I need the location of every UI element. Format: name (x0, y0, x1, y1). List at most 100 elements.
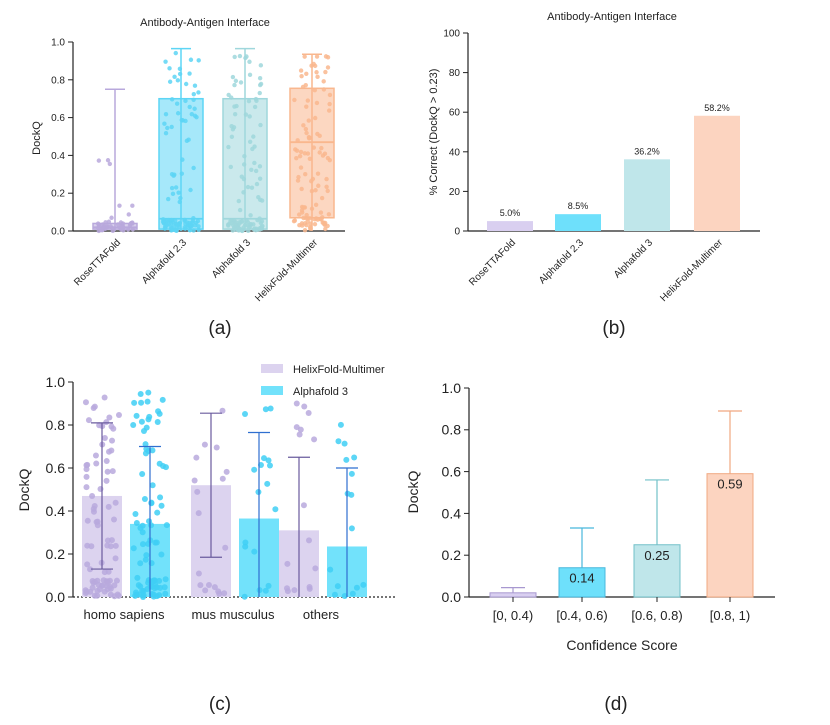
x-tick-label: mus musculus (191, 607, 275, 622)
data-point (297, 153, 303, 159)
box-3 (289, 53, 335, 233)
data-point (197, 582, 204, 589)
data-point (251, 134, 256, 139)
data-point (194, 488, 201, 495)
data-point (179, 171, 185, 176)
data-point (337, 421, 344, 428)
data-point (309, 206, 315, 211)
panel-a-label: (a) (208, 318, 231, 339)
data-point (157, 494, 164, 501)
y-tick-label: 80 (449, 68, 461, 79)
panel-d-xlabel: Confidence Score (566, 637, 678, 653)
data-point (182, 218, 187, 223)
data-point (262, 587, 269, 594)
data-point (188, 187, 193, 193)
data-point (223, 468, 230, 475)
panel-c-label: (c) (209, 694, 231, 715)
panel-a: Antibody-Antigen Interface DockQ (a) 0.0… (31, 17, 345, 339)
data-point (90, 505, 97, 512)
data-point (314, 54, 320, 59)
data-point (242, 539, 249, 546)
panel-a-title: Antibody-Antigen Interface (140, 17, 270, 29)
data-point (236, 198, 242, 204)
data-point (257, 90, 262, 96)
x-tick-label: [0.6, 0.8) (631, 608, 682, 623)
data-point (172, 74, 177, 80)
y-tick-label: 1.0 (46, 374, 66, 390)
data-point (322, 151, 328, 156)
data-point (138, 399, 145, 406)
data-point (319, 195, 325, 201)
data-point (103, 477, 110, 484)
data-point (239, 219, 245, 224)
data-point (184, 138, 190, 144)
data-point (325, 155, 331, 161)
data-point (266, 462, 273, 469)
data-point (304, 212, 309, 218)
data-point (327, 101, 332, 107)
x-tick-label: homo sapiens (84, 607, 165, 622)
data-label: 0.25 (644, 548, 669, 563)
data-point (321, 79, 326, 84)
y-tick-label: 0.8 (46, 417, 66, 433)
data-point (160, 219, 166, 224)
data-point (295, 138, 300, 143)
data-point (166, 196, 171, 202)
data-point (228, 164, 234, 170)
data-point (249, 185, 255, 190)
data-point (299, 73, 304, 79)
data-point (121, 228, 126, 233)
data-point (134, 574, 141, 581)
data-point (153, 593, 160, 600)
data-point (334, 583, 341, 590)
y-tick-label: 0.6 (46, 460, 66, 476)
data-point (192, 83, 198, 88)
data-point (83, 473, 90, 480)
data-point (322, 222, 327, 227)
data-point (232, 218, 237, 223)
data-point (245, 184, 251, 190)
data-point (137, 391, 144, 398)
data-point (188, 57, 194, 62)
data-point (142, 450, 149, 457)
data-point (91, 592, 98, 599)
data-point (154, 419, 161, 426)
data-point (115, 412, 122, 419)
data-point (298, 68, 304, 73)
data-point (304, 130, 309, 136)
data-point (132, 510, 139, 517)
data-point (296, 212, 302, 217)
data-point (174, 101, 180, 106)
data-point (233, 78, 239, 84)
data-point (232, 111, 238, 117)
data-point (321, 87, 327, 92)
y-tick-label: 20 (449, 187, 461, 198)
data-point (149, 447, 156, 454)
data-point (312, 115, 318, 121)
data-point (154, 509, 161, 516)
data-point (219, 475, 226, 482)
panel-c: DockQ (c) 0.0 0.2 0.4 0.6 0.8 1.0 homo sapiens… (16, 364, 395, 715)
data-point (130, 203, 135, 208)
data-point (111, 593, 118, 600)
data-point (130, 227, 136, 232)
data-point (130, 545, 137, 552)
data-point (101, 569, 108, 576)
data-point (254, 181, 260, 187)
bar (706, 473, 754, 598)
data-point (195, 510, 202, 517)
data-point (135, 582, 142, 589)
data-point (292, 218, 298, 223)
data-point (103, 419, 110, 426)
data-point (101, 434, 108, 441)
data-point (226, 223, 231, 228)
data-point (128, 221, 133, 227)
data-point (187, 227, 193, 233)
bar (633, 544, 681, 598)
data-point (84, 542, 91, 549)
data-point (169, 97, 175, 102)
data-point (106, 219, 112, 224)
data-point (302, 227, 308, 233)
box-2 (222, 47, 268, 234)
data-point (148, 522, 155, 529)
